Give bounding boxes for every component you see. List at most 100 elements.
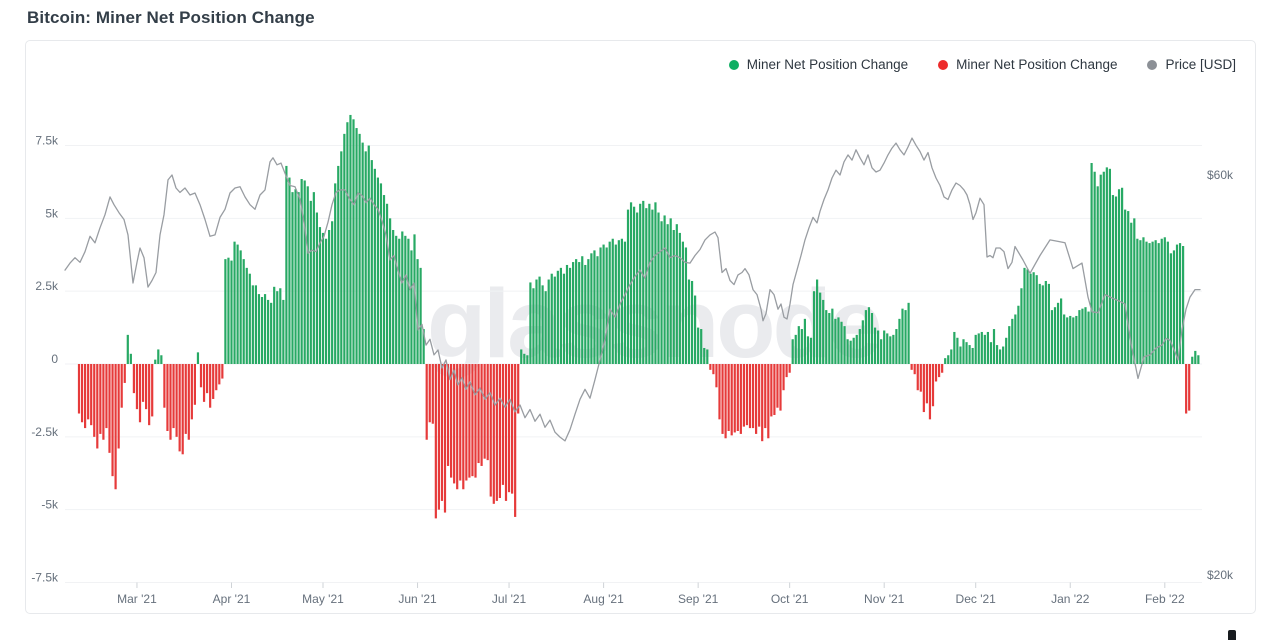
bar	[1035, 275, 1038, 364]
y-axis-left-tick: -7.5k	[31, 570, 59, 584]
bar	[1047, 283, 1050, 364]
bar	[1175, 244, 1179, 364]
bar	[1060, 298, 1063, 364]
bar	[816, 279, 819, 364]
bar	[791, 339, 794, 364]
bar	[925, 364, 928, 404]
bar	[965, 342, 968, 364]
bar	[700, 329, 703, 364]
bar	[385, 203, 389, 364]
bar	[639, 203, 642, 364]
bar	[605, 247, 608, 364]
bar	[1197, 355, 1200, 364]
bar	[931, 364, 935, 407]
bar	[507, 364, 511, 493]
bar	[727, 364, 730, 431]
bar	[96, 364, 99, 449]
bar	[224, 259, 227, 364]
x-axis-tick: Feb '22	[1145, 592, 1185, 606]
bar	[151, 364, 154, 417]
bar	[514, 364, 517, 517]
bar	[532, 288, 535, 364]
bar	[986, 331, 989, 364]
bar	[437, 364, 440, 510]
bar	[581, 256, 584, 364]
bar	[938, 364, 941, 378]
bar	[846, 339, 849, 364]
x-axis-tick: Jan '22	[1051, 592, 1090, 606]
bar	[1087, 311, 1090, 364]
bar	[611, 238, 614, 364]
bar	[1099, 174, 1102, 364]
bar	[1020, 288, 1023, 364]
bar	[992, 329, 996, 364]
bar	[169, 364, 172, 440]
bar	[812, 291, 816, 365]
bar	[1142, 237, 1145, 364]
bar	[648, 203, 651, 364]
bar	[135, 364, 139, 410]
bar	[642, 200, 645, 364]
bar	[120, 364, 123, 408]
bar	[907, 302, 910, 364]
bar	[547, 279, 550, 364]
bar	[80, 364, 84, 423]
y-axis-left-tick: 2.5k	[35, 279, 59, 293]
bar	[962, 339, 965, 364]
bar	[684, 247, 688, 364]
y-axis-right-tick: $60k	[1207, 168, 1234, 182]
bar	[602, 244, 605, 364]
bar	[355, 128, 358, 364]
bar	[834, 318, 837, 364]
bar	[578, 262, 581, 364]
bar	[99, 364, 102, 434]
bar	[236, 244, 239, 364]
bar	[1008, 326, 1011, 364]
x-axis-tick: Jun '21	[398, 592, 437, 606]
legend-item-miner-net-position-positive[interactable]: Miner Net Position Change	[728, 57, 908, 72]
bar	[267, 299, 270, 364]
bar	[206, 364, 209, 394]
bar	[1069, 315, 1072, 364]
legend-item-price-usd[interactable]: Price [USD]	[1147, 57, 1236, 72]
bar	[517, 364, 520, 414]
bar	[459, 364, 462, 481]
bar	[132, 364, 135, 394]
bar	[1014, 314, 1017, 364]
legend-item-miner-net-position-negative[interactable]: Miner Net Position Change	[938, 57, 1117, 72]
bar	[1178, 243, 1182, 364]
bar	[864, 310, 867, 364]
bar	[404, 235, 407, 364]
bar	[1148, 243, 1151, 364]
bar	[462, 364, 465, 490]
bar	[1096, 186, 1099, 364]
bar	[376, 177, 379, 364]
bar	[788, 364, 791, 373]
bar	[93, 364, 96, 437]
bar	[901, 308, 904, 364]
bar	[968, 345, 971, 364]
bar	[730, 364, 733, 436]
bar	[675, 224, 678, 364]
bar	[736, 364, 739, 431]
bar	[825, 310, 828, 364]
bar	[141, 364, 145, 402]
bar	[1154, 240, 1157, 364]
bar	[764, 364, 767, 429]
bar	[212, 364, 215, 399]
bar	[690, 280, 694, 364]
x-axis-tick: Dec '21	[956, 592, 997, 606]
bar	[193, 364, 196, 405]
bar	[883, 330, 886, 364]
bar	[657, 212, 660, 364]
bar	[672, 230, 675, 364]
bar	[794, 334, 797, 364]
bar	[202, 364, 206, 402]
bar	[1011, 318, 1014, 364]
bar	[587, 259, 590, 364]
bar	[852, 337, 855, 364]
bar	[678, 232, 681, 364]
bar	[916, 364, 919, 391]
bar	[471, 364, 474, 477]
